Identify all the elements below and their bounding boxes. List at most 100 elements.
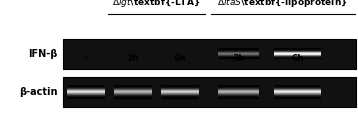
- Bar: [218, 55, 259, 56]
- Bar: [274, 95, 321, 96]
- Bar: [274, 56, 321, 57]
- Bar: [274, 97, 321, 98]
- Bar: [161, 87, 199, 88]
- Bar: [114, 97, 152, 98]
- Bar: [274, 51, 321, 52]
- Bar: [67, 94, 105, 95]
- Bar: [114, 91, 152, 92]
- Bar: [218, 52, 259, 53]
- Text: 3h: 3h: [232, 54, 245, 63]
- Bar: [67, 94, 105, 95]
- Bar: [218, 56, 259, 57]
- Bar: [161, 95, 199, 96]
- Bar: [274, 92, 321, 93]
- Bar: [114, 87, 152, 88]
- Bar: [67, 93, 105, 94]
- Bar: [67, 95, 105, 96]
- Bar: [114, 94, 152, 95]
- Text: 6h: 6h: [291, 54, 304, 63]
- Bar: [274, 91, 321, 92]
- Bar: [218, 53, 259, 54]
- Bar: [161, 86, 199, 87]
- Bar: [218, 98, 259, 99]
- Bar: [114, 89, 152, 90]
- Bar: [274, 85, 321, 86]
- Bar: [218, 87, 259, 88]
- Bar: [274, 85, 321, 86]
- Bar: [274, 57, 321, 58]
- Bar: [218, 48, 259, 49]
- Bar: [274, 50, 321, 51]
- Bar: [218, 85, 259, 86]
- Text: -: -: [84, 54, 88, 63]
- Bar: [114, 98, 152, 99]
- Text: IFN-β: IFN-β: [28, 49, 57, 59]
- Bar: [63, 77, 356, 107]
- Bar: [274, 49, 321, 50]
- Bar: [63, 39, 356, 69]
- Bar: [67, 96, 105, 97]
- Bar: [274, 55, 321, 56]
- Bar: [274, 87, 321, 88]
- Bar: [67, 85, 105, 86]
- Bar: [67, 97, 105, 98]
- Bar: [218, 90, 259, 91]
- Bar: [67, 89, 105, 90]
- Bar: [114, 93, 152, 94]
- Bar: [161, 97, 199, 98]
- Text: $\mathit{\Delta ltaS}$\textbf{-lipoprotein}: $\mathit{\Delta ltaS}$\textbf{-lipoprote…: [217, 0, 348, 9]
- Bar: [161, 91, 199, 92]
- Bar: [114, 96, 152, 97]
- Bar: [67, 91, 105, 92]
- Bar: [274, 52, 321, 53]
- Bar: [274, 90, 321, 91]
- Bar: [161, 85, 199, 86]
- Bar: [218, 57, 259, 58]
- Bar: [218, 87, 259, 88]
- Bar: [218, 97, 259, 98]
- Bar: [274, 88, 321, 89]
- Bar: [67, 86, 105, 87]
- Bar: [161, 93, 199, 94]
- Bar: [161, 96, 199, 97]
- Bar: [67, 85, 105, 86]
- Bar: [67, 87, 105, 88]
- Bar: [67, 98, 105, 99]
- Bar: [114, 97, 152, 98]
- Bar: [67, 97, 105, 98]
- Bar: [274, 89, 321, 90]
- Bar: [274, 87, 321, 88]
- Bar: [218, 50, 259, 51]
- Bar: [274, 94, 321, 95]
- Bar: [161, 97, 199, 98]
- Bar: [218, 54, 259, 55]
- Bar: [274, 94, 321, 95]
- Bar: [218, 86, 259, 87]
- Bar: [161, 96, 199, 97]
- Bar: [161, 90, 199, 91]
- Bar: [274, 57, 321, 58]
- Bar: [218, 96, 259, 97]
- Bar: [161, 89, 199, 90]
- Bar: [67, 92, 105, 93]
- Bar: [218, 49, 259, 50]
- Bar: [67, 87, 105, 88]
- Bar: [274, 96, 321, 97]
- Bar: [114, 88, 152, 89]
- Bar: [218, 49, 259, 50]
- Bar: [161, 94, 199, 95]
- Text: 3h: 3h: [127, 54, 140, 63]
- Bar: [274, 53, 321, 54]
- Bar: [218, 51, 259, 52]
- Bar: [114, 90, 152, 91]
- Bar: [114, 94, 152, 95]
- Bar: [274, 49, 321, 50]
- Text: β-actin: β-actin: [19, 87, 57, 97]
- Bar: [218, 97, 259, 98]
- Bar: [274, 58, 321, 59]
- Bar: [161, 94, 199, 95]
- Bar: [218, 94, 259, 95]
- Bar: [114, 95, 152, 96]
- Bar: [274, 55, 321, 56]
- Bar: [218, 58, 259, 59]
